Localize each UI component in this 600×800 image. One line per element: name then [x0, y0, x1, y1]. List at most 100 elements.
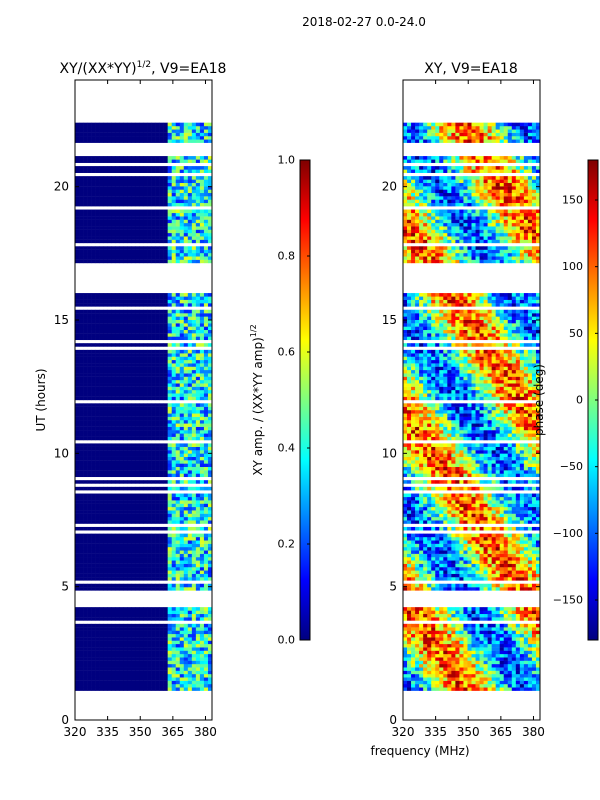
heatmap-cell: [207, 640, 212, 645]
heatmap-cell: [439, 663, 444, 668]
heatmap-cell: [147, 313, 152, 317]
heatmap-cell: [139, 583, 144, 588]
heatmap-cell: [139, 179, 144, 184]
heatmap-cell: [183, 436, 189, 441]
heatmap-cell: [75, 640, 80, 645]
heatmap-cell: [139, 349, 144, 354]
heatmap-cell: [83, 560, 88, 564]
heatmap-cell: [147, 226, 152, 230]
heatmap-cell: [79, 633, 84, 638]
heatmap-cell: [171, 249, 177, 254]
heatmap-cell: [195, 329, 201, 334]
heatmap-cell: [191, 436, 197, 441]
heatmap-cell: [135, 216, 140, 220]
heatmap-cell: [187, 473, 193, 478]
heatmap-cell: [203, 443, 209, 447]
heatmap-cell: [103, 216, 108, 220]
heatmap-cell: [171, 202, 177, 207]
heatmap-cell: [79, 536, 84, 541]
heatmap-cell: [163, 647, 168, 651]
heatmap-cell: [79, 677, 84, 681]
heatmap-cell: [119, 573, 124, 578]
heatmap-cell: [167, 299, 173, 304]
heatmap-cell: [159, 136, 164, 140]
heatmap-cell: [163, 309, 168, 314]
heatmap-cell: [123, 386, 128, 391]
heatmap-cell: [159, 637, 164, 641]
heatmap-cell: [79, 613, 84, 618]
heatmap-cell: [515, 673, 521, 678]
heatmap-cell: [175, 540, 181, 544]
heatmap-cell: [195, 413, 201, 417]
heatmap-cell: [499, 683, 505, 688]
heatmap-cell: [183, 366, 189, 371]
heatmap-cell: [127, 503, 132, 508]
heatmap-cell: [203, 186, 209, 190]
heatmap-cell: [175, 182, 181, 187]
heatmap-cell: [139, 466, 144, 471]
heatmap-cell: [179, 396, 185, 401]
heatmap-cell: [183, 186, 189, 190]
heatmap-cell: [151, 353, 156, 357]
heatmap-cell: [207, 383, 212, 387]
heatmap-cell: [151, 403, 156, 407]
heatmap-cell: [411, 667, 416, 671]
heatmap-cell: [87, 547, 92, 551]
heatmap-cell: [75, 246, 80, 250]
heatmap-cell: [191, 303, 197, 307]
heatmap-cell: [171, 573, 177, 578]
heatmap-cell: [171, 226, 177, 230]
heatmap-cell: [423, 660, 428, 665]
heatmap-cell: [199, 222, 205, 227]
heatmap-cell: [115, 179, 120, 184]
heatmap-cell: [167, 536, 173, 541]
heatmap-cell: [111, 179, 116, 184]
heatmap-cell: [103, 413, 108, 417]
heatmap-cell: [111, 256, 116, 260]
heatmap-cell: [87, 673, 92, 678]
heatmap-cell: [167, 209, 173, 214]
heatmap-cell: [151, 293, 156, 297]
heatmap-cell: [147, 557, 152, 561]
heatmap-cell: [135, 436, 140, 441]
heatmap-cell: [199, 239, 205, 244]
heatmap-cell: [159, 667, 164, 671]
heatmap-cell: [91, 236, 96, 240]
heatmap-cell: [75, 229, 80, 234]
heatmap-cell: [167, 637, 173, 641]
heatmap-cell: [135, 650, 140, 655]
heatmap-cell: [143, 376, 148, 381]
heatmap-cell: [511, 680, 517, 685]
heatmap-cell: [99, 209, 104, 214]
heatmap-cell: [83, 466, 88, 471]
heatmap-cell: [127, 199, 132, 204]
heatmap-cell: [111, 430, 116, 434]
heatmap-cell: [179, 389, 185, 394]
heatmap-cell: [83, 503, 88, 508]
heatmap-cell: [91, 132, 96, 137]
heatmap-cell: [83, 256, 88, 260]
heatmap-cell: [175, 640, 181, 645]
heatmap-cell: [147, 389, 152, 394]
heatmap-cell: [135, 496, 140, 501]
heatmap-cell: [139, 456, 144, 461]
heatmap-cell: [99, 557, 104, 561]
heatmap-cell: [187, 510, 193, 514]
heatmap-cell: [163, 326, 168, 331]
heatmap-cell: [103, 637, 108, 641]
heatmap-cell: [155, 139, 160, 143]
heatmap-cell: [203, 617, 209, 621]
heatmap-cell: [83, 657, 88, 661]
heatmap-cell: [143, 326, 148, 331]
heatmap-cell: [155, 323, 160, 327]
heatmap-cell: [183, 640, 189, 645]
heatmap-cell: [151, 610, 156, 615]
heatmap-cell: [155, 433, 160, 437]
heatmap-cell: [159, 663, 164, 668]
heatmap-cell: [147, 413, 152, 417]
heatmap-cell: [115, 222, 120, 227]
heatmap-cell: [147, 319, 152, 324]
heatmap-cell: [127, 450, 132, 454]
heatmap-cell: [167, 156, 173, 160]
heatmap-cell: [155, 209, 160, 214]
